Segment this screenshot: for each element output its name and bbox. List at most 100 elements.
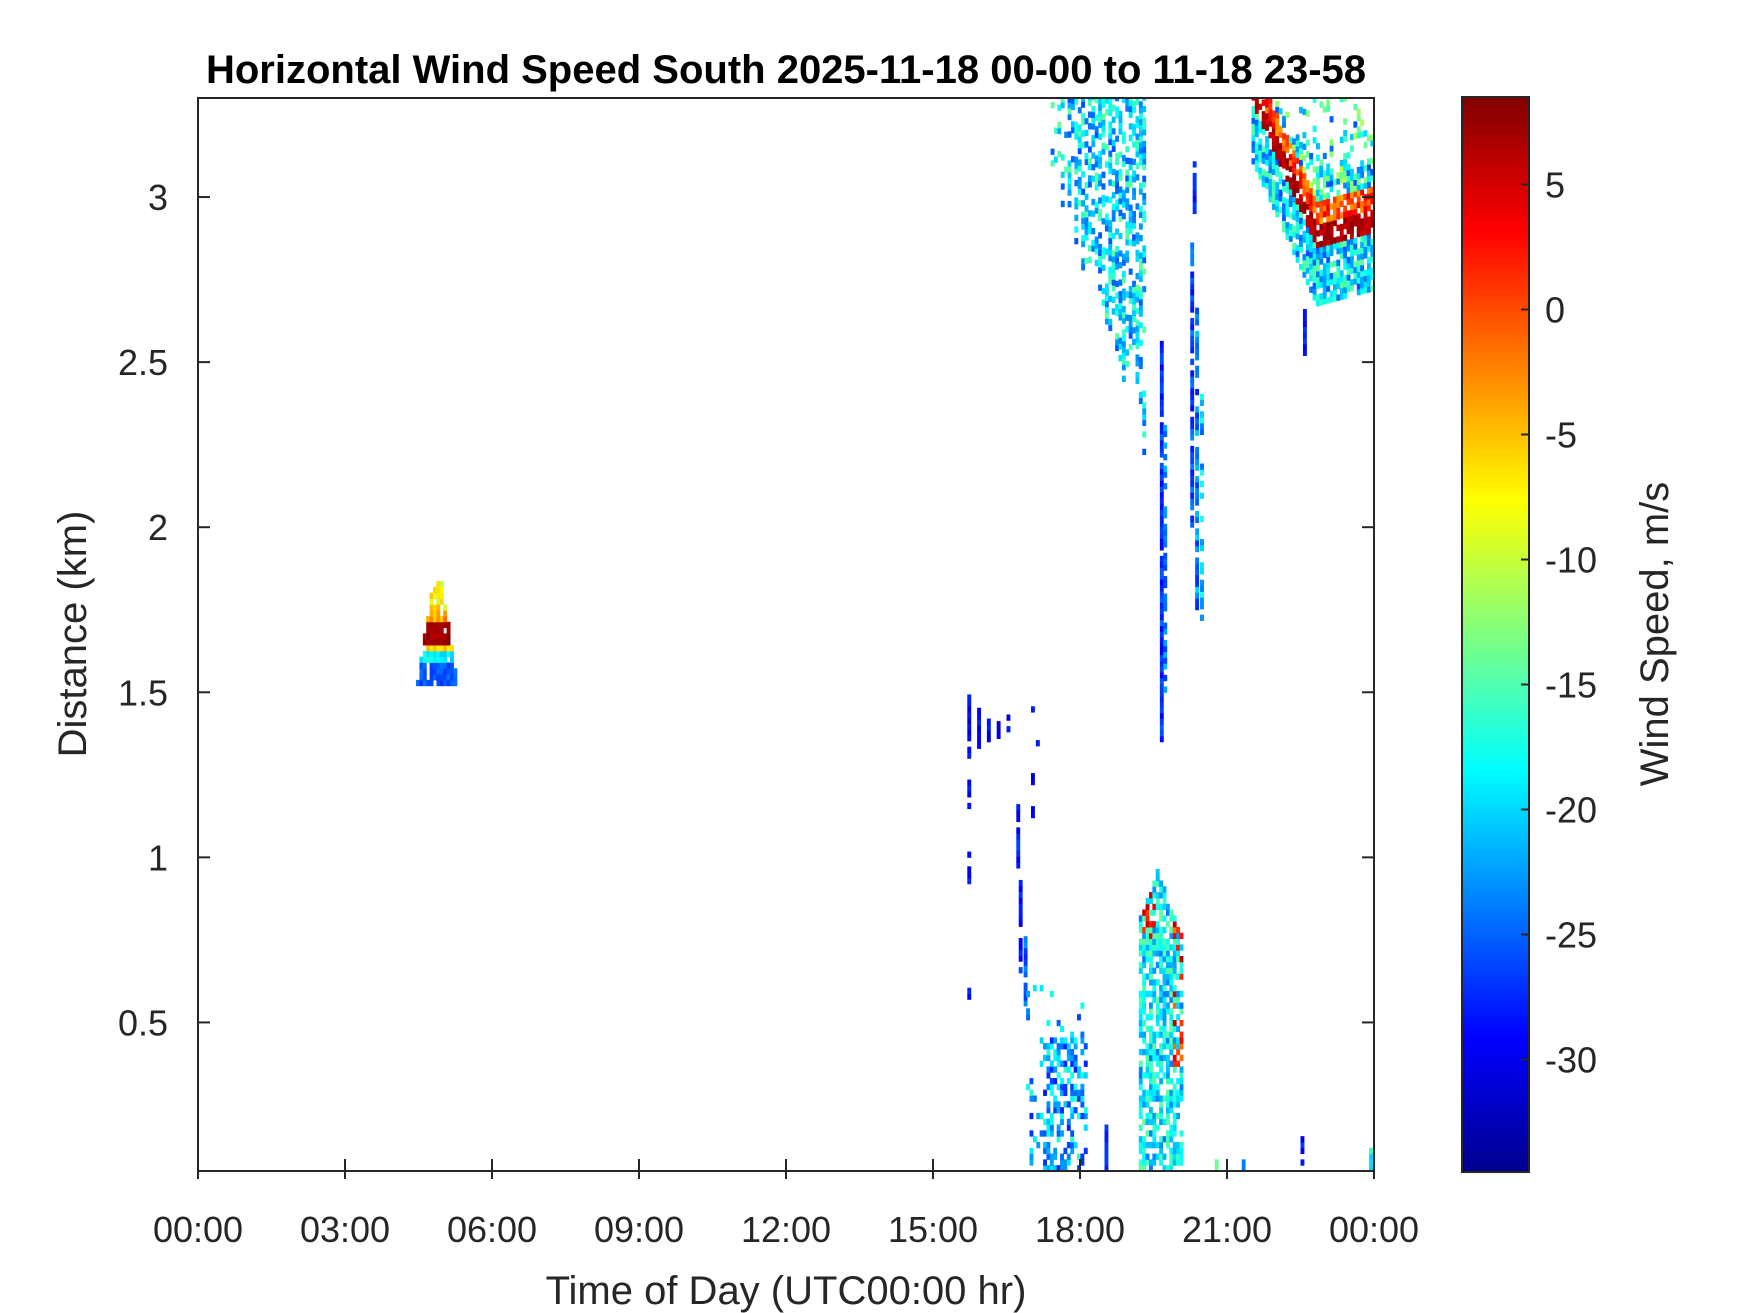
heatmap-cell [1353, 214, 1358, 221]
heatmap-cell [1159, 944, 1164, 951]
heatmap-cell [1258, 126, 1263, 134]
heatmap-cell [1190, 288, 1195, 296]
heatmap-cell [429, 615, 434, 623]
heatmap-cell [1200, 585, 1204, 592]
heatmap-cell [1162, 1014, 1167, 1021]
colorbar-tick-label: -30 [1545, 1040, 1597, 1081]
heatmap-cell [1104, 1153, 1109, 1160]
heatmap-cell [1332, 243, 1337, 250]
heatmap-cell [1138, 211, 1143, 219]
heatmap-cell [1073, 1043, 1078, 1050]
heatmap-cell [1309, 286, 1314, 293]
heatmap-cell [429, 598, 434, 605]
heatmap-cell [1159, 892, 1164, 899]
heatmap-cell [1305, 261, 1310, 268]
heatmap-cell [1285, 187, 1290, 194]
heatmap-cell [1305, 232, 1310, 239]
heatmap-cell [1036, 1112, 1041, 1120]
heatmap-cell [1152, 1031, 1157, 1038]
heatmap-cell [1292, 202, 1297, 209]
heatmap-cell [1128, 204, 1133, 211]
heatmap-cell [1190, 393, 1195, 400]
heatmap-cell [1162, 903, 1167, 911]
heatmap-cell [1305, 238, 1310, 245]
heatmap-cell [433, 639, 437, 646]
heatmap-cell [1077, 1165, 1081, 1171]
heatmap-cell [433, 650, 437, 658]
heatmap-cell [1046, 1019, 1051, 1027]
heatmap-cell [1370, 285, 1374, 292]
heatmap-cell [1104, 1147, 1109, 1155]
heatmap-cell [1329, 168, 1334, 175]
heatmap-cell [1084, 216, 1089, 224]
heatmap-cell [1288, 235, 1293, 242]
heatmap-cell [1271, 157, 1276, 164]
heatmap-cell [1251, 140, 1256, 148]
heatmap-cell [439, 650, 444, 658]
heatmap-cell [1322, 274, 1327, 282]
heatmap-cell [1060, 1083, 1064, 1091]
heatmap-cell [1309, 222, 1314, 229]
heatmap-cell [1121, 329, 1126, 336]
heatmap-cell [1322, 106, 1327, 113]
heatmap-cell [1135, 307, 1140, 315]
heatmap-cell [1322, 222, 1327, 229]
heatmap-cell [1195, 598, 1200, 605]
heatmap-cell [443, 662, 448, 669]
heatmap-cell [1148, 944, 1153, 951]
heatmap-cell [1046, 1083, 1051, 1091]
heatmap-cell [1339, 235, 1344, 242]
heatmap-cell [1169, 967, 1174, 974]
heatmap-cell [1251, 158, 1256, 165]
heatmap-cell [1343, 281, 1348, 288]
heatmap-cell [1172, 1083, 1177, 1091]
heatmap-cell [1138, 397, 1143, 404]
heatmap-cell [1142, 256, 1147, 264]
heatmap-cell [967, 785, 972, 792]
heatmap-cell [1339, 98, 1344, 103]
heatmap-cell [1046, 1165, 1051, 1171]
heatmap-cell [1118, 250, 1123, 257]
heatmap-cell [1159, 926, 1164, 934]
heatmap-cell [1159, 1153, 1164, 1160]
heatmap-cell [1312, 230, 1317, 237]
heatmap-cell [1200, 539, 1204, 546]
heatmap-cell [1339, 241, 1344, 248]
heatmap-cell [1135, 331, 1140, 338]
heatmap-cell [1104, 219, 1109, 226]
heatmap-cell [443, 668, 448, 675]
heatmap-cell [1159, 712, 1164, 720]
heatmap-cell [1064, 131, 1069, 139]
heatmap-cell [1138, 1112, 1143, 1120]
heatmap-cell [1159, 393, 1164, 400]
heatmap-cell [977, 719, 981, 726]
heatmap-cell [1031, 706, 1035, 713]
heatmap-cell [1192, 184, 1197, 191]
heatmap-cell [1148, 1083, 1153, 1091]
heatmap-cell [1292, 196, 1297, 203]
heatmap-cell [1084, 158, 1089, 166]
heatmap-cell [1275, 152, 1280, 160]
heatmap-cell [1159, 1008, 1164, 1015]
heatmap-cell [1366, 257, 1371, 264]
heatmap-cell [1336, 213, 1341, 220]
heatmap-cell [422, 668, 427, 675]
heatmap-cell [1006, 726, 1011, 733]
heatmap-cell [1356, 219, 1361, 226]
heatmap-cell [1108, 138, 1113, 146]
heatmap-cell [1172, 932, 1177, 940]
heatmap-cell [1159, 1118, 1164, 1126]
heatmap-cell [1305, 215, 1310, 222]
heatmap-cell [1295, 204, 1300, 211]
heatmap-cell [977, 730, 981, 738]
heatmap-cell [1190, 335, 1195, 342]
heatmap-cell [1026, 1083, 1030, 1091]
heatmap-cell [1172, 1019, 1177, 1027]
heatmap-cell [967, 717, 972, 724]
heatmap-cell [1118, 354, 1123, 362]
heatmap-cell [1049, 1083, 1054, 1091]
heatmap-cell [1018, 879, 1023, 887]
heatmap-cell [1121, 352, 1126, 359]
heatmap-cell [1145, 1095, 1150, 1102]
heatmap-cell [1145, 1118, 1150, 1126]
